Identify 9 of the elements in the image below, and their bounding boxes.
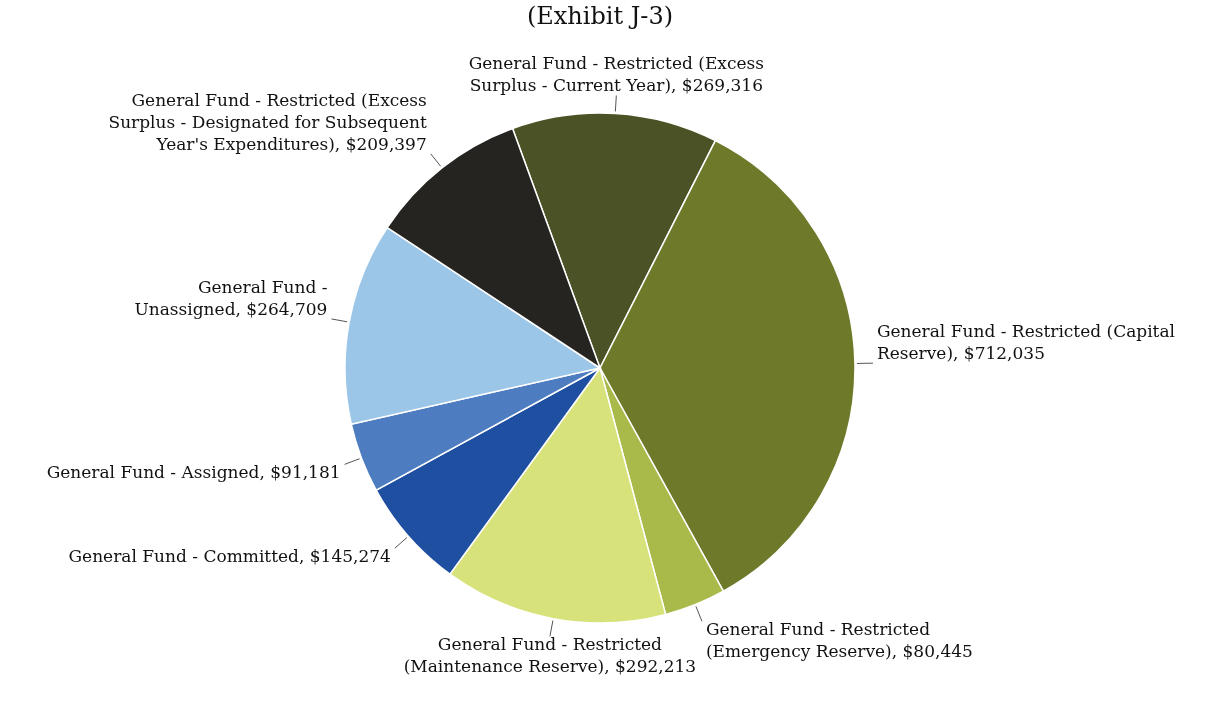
slice-label: General Fund - Restricted (Emergency Reserve), $80,445 [705, 619, 973, 662]
slice-label: General Fund - Committed, $145,274 [68, 546, 391, 567]
slice-label: General Fund - Assigned, $91,181 [46, 462, 341, 483]
slice-label: General Fund - Restricted (Maintenance Reserve), $292,213 [403, 634, 697, 677]
chart-title: (Exhibit J-3) [526, 2, 674, 30]
slice-label: General Fund - Restricted (Capital Reserve), $712,035 [876, 321, 1176, 364]
slice-label: General Fund - Restricted (Excess Surplus - Current Year), $269,316 [468, 53, 764, 96]
slice-label: General Fund - Restricted (Excess Surplus - Designated for Subsequent Year's Expenditures), $209,397 [108, 89, 427, 154]
slice-label: General Fund - Unassigned, $264,709 [134, 276, 328, 319]
